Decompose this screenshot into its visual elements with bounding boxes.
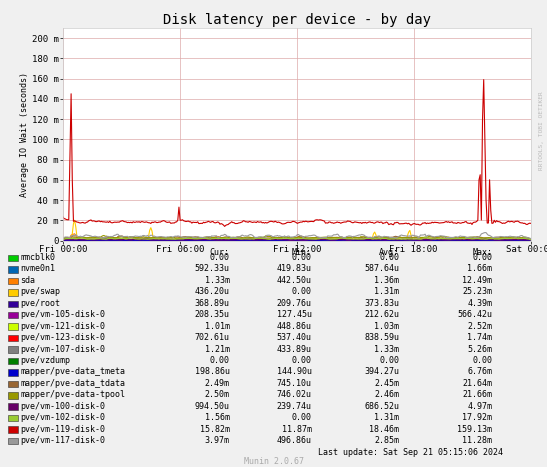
Text: 1.31m: 1.31m [374, 287, 399, 297]
Text: 144.90u: 144.90u [277, 368, 312, 376]
Text: 212.62u: 212.62u [364, 310, 399, 319]
Title: Disk latency per device - by day: Disk latency per device - by day [163, 13, 430, 27]
Text: 448.86u: 448.86u [277, 322, 312, 331]
Text: 1.74m: 1.74m [467, 333, 492, 342]
Text: mmcblk0: mmcblk0 [20, 253, 55, 262]
Text: 1.21m: 1.21m [205, 345, 230, 354]
Text: pve/vm-105-disk-0: pve/vm-105-disk-0 [20, 310, 105, 319]
Text: pve/vm-123-disk-0: pve/vm-123-disk-0 [20, 333, 105, 342]
Text: pve/vm-102-disk-0: pve/vm-102-disk-0 [20, 413, 105, 422]
Text: 18.46m: 18.46m [369, 425, 399, 434]
Text: 686.52u: 686.52u [364, 402, 399, 411]
Text: 15.82m: 15.82m [200, 425, 230, 434]
Text: mapper/pve-data_tdata: mapper/pve-data_tdata [20, 379, 125, 388]
Text: 0.00: 0.00 [472, 356, 492, 365]
Text: 592.33u: 592.33u [195, 264, 230, 274]
Text: 1.36m: 1.36m [374, 276, 399, 285]
Text: 373.83u: 373.83u [364, 299, 399, 308]
Text: 1.66m: 1.66m [467, 264, 492, 274]
Text: 3.97m: 3.97m [205, 436, 230, 445]
Text: pve/swap: pve/swap [20, 287, 60, 297]
Text: 17.92m: 17.92m [462, 413, 492, 422]
Text: 239.74u: 239.74u [277, 402, 312, 411]
Text: 419.83u: 419.83u [277, 264, 312, 274]
Text: 12.49m: 12.49m [462, 276, 492, 285]
Text: 1.33m: 1.33m [374, 345, 399, 354]
Text: RRTOOLS, TOBI OETIKER: RRTOOLS, TOBI OETIKER [539, 92, 544, 170]
Text: 6.76m: 6.76m [467, 368, 492, 376]
Text: 746.02u: 746.02u [277, 390, 312, 399]
Text: Avg:: Avg: [379, 248, 399, 257]
Text: 702.61u: 702.61u [195, 333, 230, 342]
Text: pve/vm-117-disk-0: pve/vm-117-disk-0 [20, 436, 105, 445]
Text: 209.76u: 209.76u [277, 299, 312, 308]
Text: 198.86u: 198.86u [195, 368, 230, 376]
Text: pve/vm-119-disk-0: pve/vm-119-disk-0 [20, 425, 105, 434]
Text: 0.00: 0.00 [472, 253, 492, 262]
Text: Min:: Min: [292, 248, 312, 257]
Text: 0.00: 0.00 [292, 356, 312, 365]
Text: 1.31m: 1.31m [374, 413, 399, 422]
Text: 433.89u: 433.89u [277, 345, 312, 354]
Text: 25.23m: 25.23m [462, 287, 492, 297]
Text: Max:: Max: [472, 248, 492, 257]
Text: 11.28m: 11.28m [462, 436, 492, 445]
Y-axis label: Average IO Wait (seconds): Average IO Wait (seconds) [20, 72, 29, 197]
Text: 0.00: 0.00 [379, 356, 399, 365]
Text: 2.49m: 2.49m [205, 379, 230, 388]
Text: pve/vzdump: pve/vzdump [20, 356, 70, 365]
Text: pve/vm-107-disk-0: pve/vm-107-disk-0 [20, 345, 105, 354]
Text: mapper/pve-data_tmeta: mapper/pve-data_tmeta [20, 368, 125, 376]
Text: 436.20u: 436.20u [195, 287, 230, 297]
Text: pve/vm-121-disk-0: pve/vm-121-disk-0 [20, 322, 105, 331]
Text: 5.26m: 5.26m [467, 345, 492, 354]
Text: pve/vm-100-disk-0: pve/vm-100-disk-0 [20, 402, 105, 411]
Text: 0.00: 0.00 [379, 253, 399, 262]
Text: 2.52m: 2.52m [467, 322, 492, 331]
Text: 587.64u: 587.64u [364, 264, 399, 274]
Text: 0.00: 0.00 [292, 413, 312, 422]
Text: 1.03m: 1.03m [374, 322, 399, 331]
Text: 127.45u: 127.45u [277, 310, 312, 319]
Text: 1.33m: 1.33m [205, 276, 230, 285]
Text: 537.40u: 537.40u [277, 333, 312, 342]
Text: 368.89u: 368.89u [195, 299, 230, 308]
Text: 566.42u: 566.42u [457, 310, 492, 319]
Text: 4.97m: 4.97m [467, 402, 492, 411]
Text: 0.00: 0.00 [210, 253, 230, 262]
Text: 0.00: 0.00 [292, 253, 312, 262]
Text: 0.00: 0.00 [210, 356, 230, 365]
Text: mapper/pve-data-tpool: mapper/pve-data-tpool [20, 390, 125, 399]
Text: 838.59u: 838.59u [364, 333, 399, 342]
Text: 745.10u: 745.10u [277, 379, 312, 388]
Text: Munin 2.0.67: Munin 2.0.67 [243, 457, 304, 466]
Text: 1.56m: 1.56m [205, 413, 230, 422]
Text: nvme0n1: nvme0n1 [20, 264, 55, 274]
Text: 1.01m: 1.01m [205, 322, 230, 331]
Text: sda: sda [20, 276, 35, 285]
Text: 2.45m: 2.45m [374, 379, 399, 388]
Text: 994.50u: 994.50u [195, 402, 230, 411]
Text: Cur:: Cur: [210, 248, 230, 257]
Text: 159.13m: 159.13m [457, 425, 492, 434]
Text: 208.35u: 208.35u [195, 310, 230, 319]
Text: 4.39m: 4.39m [467, 299, 492, 308]
Text: 0.00: 0.00 [292, 287, 312, 297]
Text: 21.64m: 21.64m [462, 379, 492, 388]
Text: 2.50m: 2.50m [205, 390, 230, 399]
Text: 2.46m: 2.46m [374, 390, 399, 399]
Text: Last update: Sat Sep 21 05:15:06 2024: Last update: Sat Sep 21 05:15:06 2024 [318, 447, 503, 457]
Text: 394.27u: 394.27u [364, 368, 399, 376]
Text: 442.50u: 442.50u [277, 276, 312, 285]
Text: 21.66m: 21.66m [462, 390, 492, 399]
Text: pve/root: pve/root [20, 299, 60, 308]
Text: 2.85m: 2.85m [374, 436, 399, 445]
Text: 496.86u: 496.86u [277, 436, 312, 445]
Text: 11.87m: 11.87m [282, 425, 312, 434]
